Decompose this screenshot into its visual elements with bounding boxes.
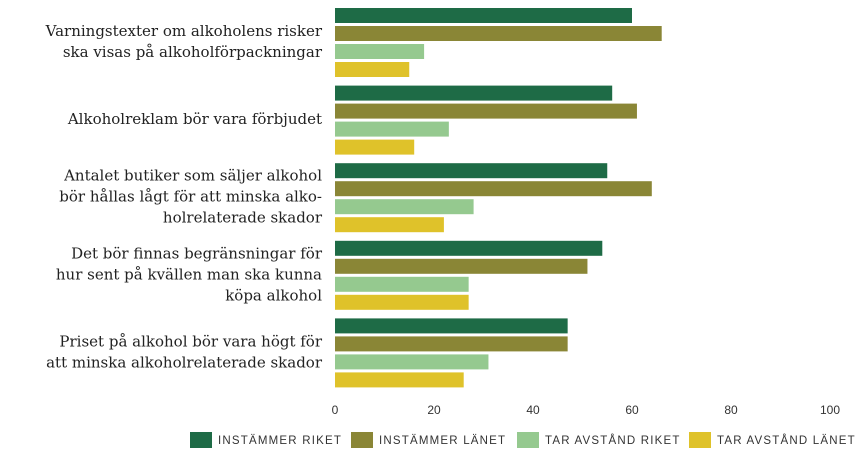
category-line: holrelaterade skador [163,209,323,227]
bar [335,26,662,41]
legend-swatch [689,432,711,448]
bar [335,139,415,155]
category-line: bör hållas lågt för att minska alko- [59,188,322,206]
x-tick-label: 0 [332,403,339,417]
category-line: Priset på alkohol bör vara högt för [59,332,322,350]
bar [335,354,489,370]
bar [335,103,637,119]
bar [335,8,632,23]
legend-label: INSTÄMMER RIKET [218,435,342,447]
category-line: Varningstexter om alkoholens risker [45,22,323,40]
legend-label: INSTÄMMER LÄNET [379,435,506,447]
x-tick-label: 20 [427,403,441,417]
category-line: att minska alkoholrelaterade skador [46,353,323,371]
bar [335,318,568,334]
legend-label: TAR AVSTÅND LÄNET [717,434,856,447]
legend-swatch [517,432,539,448]
bar [335,258,588,274]
bar [335,44,425,59]
x-tick-label: 100 [820,403,840,417]
bar [335,217,444,233]
category-line: ska visas på alkoholförpackningar [63,43,323,61]
x-tick-label: 40 [526,403,540,417]
legend-label: TAR AVSTÅND RIKET [545,434,681,447]
category-label: Varningstexter om alkoholens risker ska v… [45,22,323,61]
category-line: Antalet butiker som säljer alkohol [63,167,322,185]
category-label: Det bör finnas begränsningar för hur sent… [56,244,323,304]
category-line: köpa alkohol [225,286,322,304]
category-label: Antalet butiker som säljer alkohol bör hå… [59,167,323,227]
bar [335,276,469,292]
bar [335,181,652,197]
category-line: Alkoholreklam bör vara förbjudet [67,110,322,128]
category-line: hur sent på kvällen man ska kunna [56,265,322,283]
bar [335,163,608,179]
bar [335,121,449,137]
bar [335,372,464,388]
x-tick-label: 60 [625,403,639,417]
category-label: Priset på alkohol bör vara högt för att m… [46,332,323,371]
bar [335,85,613,101]
bar [335,294,469,310]
legend-swatch [351,432,373,448]
legend-swatch [190,432,212,448]
bar [335,199,474,215]
bar [335,336,568,352]
category-line: Det bör finnas begränsningar för [71,244,323,262]
bar [335,240,603,256]
bar [335,62,410,77]
category-label: Alkoholreklam bör vara förbjudet [67,110,322,128]
x-tick-label: 80 [724,403,738,417]
